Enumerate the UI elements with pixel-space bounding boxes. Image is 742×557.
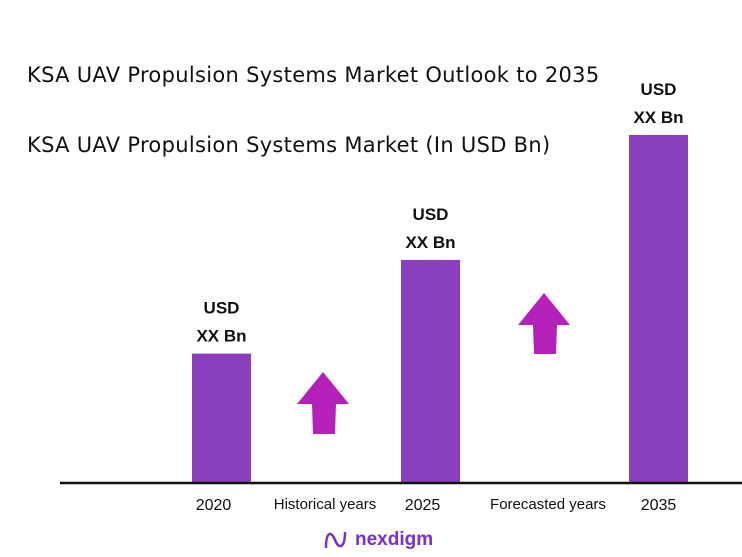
nexdigm-logo: nexdigm bbox=[323, 528, 433, 552]
data-label-2020: USD bbox=[204, 299, 240, 318]
data-label-2035: XX Bn bbox=[633, 108, 683, 127]
x-tick-label-2025: 2025 bbox=[405, 497, 441, 514]
logo-icon bbox=[324, 531, 347, 549]
data-label-2025: USD bbox=[413, 205, 449, 224]
x-tick-label-2035: 2035 bbox=[641, 497, 677, 514]
up-arrow-icon bbox=[297, 372, 349, 434]
bar-2035 bbox=[629, 135, 688, 482]
chart-subtitle: KSA UAV Propulsion Systems Market (In US… bbox=[27, 133, 551, 157]
data-label-2035: USD bbox=[641, 80, 677, 99]
bar-2020 bbox=[192, 353, 251, 482]
period-label-historical: Historical years bbox=[274, 496, 377, 513]
up-arrow-icon bbox=[518, 293, 570, 354]
bar-2025 bbox=[401, 259, 460, 482]
data-label-2025: XX Bn bbox=[405, 233, 455, 252]
x-tick-label-2020: 2020 bbox=[196, 497, 232, 514]
period-label-forecasted: Forecasted years bbox=[490, 496, 606, 513]
data-label-2020: XX Bn bbox=[196, 327, 246, 346]
chart-title: KSA UAV Propulsion Systems Market Outloo… bbox=[27, 63, 600, 87]
